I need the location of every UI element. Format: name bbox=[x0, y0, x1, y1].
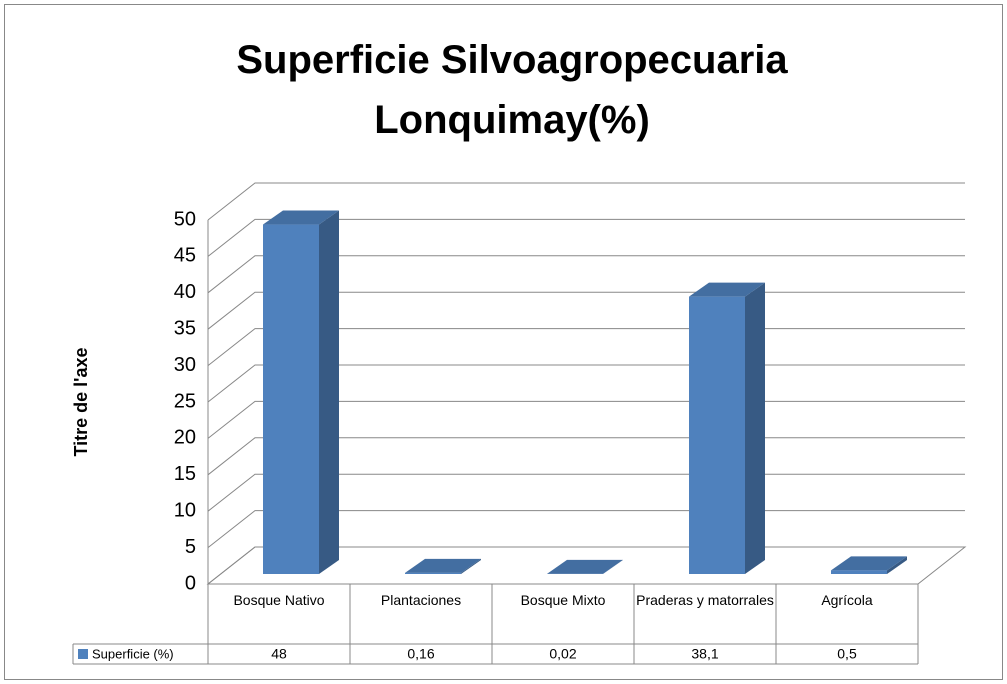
y-tick-label: 25 bbox=[174, 390, 196, 412]
y-tick-label: 0 bbox=[185, 572, 196, 594]
data-label: 0,16 bbox=[407, 646, 434, 662]
bar bbox=[405, 572, 461, 574]
legend-swatch bbox=[78, 649, 88, 659]
bar-top bbox=[405, 558, 481, 573]
category-cell: Agrícola bbox=[821, 592, 873, 608]
grid-line bbox=[207, 218, 965, 257]
x-tick-label: Agrícola bbox=[821, 592, 873, 608]
legend-label: Superficie (%) bbox=[92, 646, 174, 661]
y-tick-label: 40 bbox=[174, 281, 196, 303]
y-tick-label: 45 bbox=[174, 245, 196, 267]
x-tick-label: Praderas y matorrales bbox=[636, 592, 774, 608]
y-tick-label: 10 bbox=[174, 499, 196, 521]
data-label: 0,02 bbox=[549, 646, 576, 662]
title-box: Superficie Silvoagropecuaria Lonquimay(%… bbox=[236, 38, 788, 142]
y-tick-label: 30 bbox=[174, 354, 196, 376]
y-tick-label: 20 bbox=[174, 427, 196, 449]
bar-side bbox=[603, 559, 623, 574]
bar bbox=[263, 224, 319, 574]
data-label: 0,5 bbox=[837, 646, 857, 662]
y-axis-title: Titre de l'axe bbox=[71, 347, 91, 456]
data-label: 48 bbox=[271, 646, 287, 662]
y-tick-label: 50 bbox=[174, 208, 196, 230]
y-tick-label: 5 bbox=[185, 536, 196, 558]
grid-line bbox=[207, 255, 965, 294]
bar-top bbox=[831, 556, 907, 571]
category-cell: Bosque Mixto bbox=[520, 592, 606, 608]
bar-top bbox=[263, 210, 339, 225]
y-tick-label: 35 bbox=[174, 317, 196, 339]
bar-top bbox=[547, 559, 623, 574]
bar-side bbox=[461, 558, 481, 574]
chart-title: Superficie Silvoagropecuaria Lonquimay(%… bbox=[236, 38, 788, 142]
bar-side bbox=[887, 556, 907, 574]
grid-line bbox=[207, 182, 965, 221]
bar-side bbox=[319, 210, 339, 574]
category-cell: Praderas y matorrales bbox=[636, 592, 774, 608]
category-cell: Plantaciones bbox=[380, 592, 462, 608]
bar bbox=[831, 570, 887, 574]
x-tick-label: Bosque Nativo bbox=[233, 592, 325, 608]
category-cell: Bosque Nativo bbox=[233, 592, 325, 608]
y-tick-label: 15 bbox=[174, 463, 196, 485]
bar bbox=[689, 296, 745, 574]
x-tick-label: Bosque Mixto bbox=[520, 592, 606, 608]
data-label: 38,1 bbox=[691, 646, 718, 662]
bar-side bbox=[745, 282, 765, 574]
x-tick-label: Plantaciones bbox=[380, 592, 462, 608]
bar-top bbox=[689, 282, 765, 297]
